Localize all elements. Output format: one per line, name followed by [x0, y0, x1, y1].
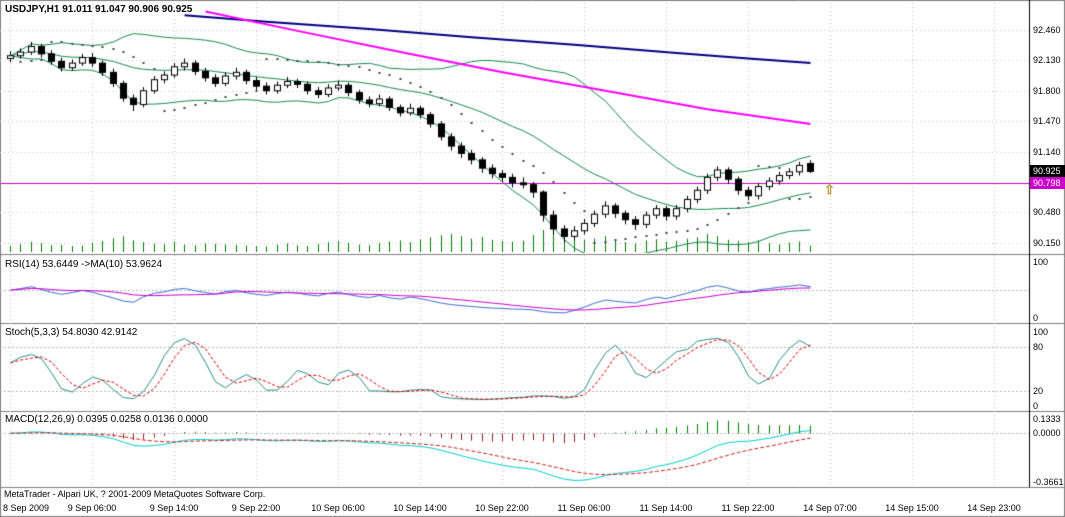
time-label: 10 Sep 06:00	[311, 503, 365, 513]
axis-label: 91.470	[1033, 116, 1061, 126]
axis-label: 0	[1033, 313, 1039, 323]
current-price-badge: 90.925	[1030, 165, 1065, 177]
axis-label: 100	[1033, 257, 1049, 267]
time-label: 10 Sep 14:00	[393, 503, 447, 513]
time-label: 14 Sep 15:00	[885, 503, 939, 513]
time-label: 11 Sep 06:00	[557, 503, 611, 513]
axis-label: 0.1333	[1033, 414, 1061, 424]
axis-label: 91.140	[1033, 147, 1061, 157]
axis-label: -0.3661	[1033, 477, 1064, 487]
hline-price-badge: 90.798	[1030, 177, 1065, 189]
time-label: 11 Sep 22:00	[721, 503, 775, 513]
time-label: 14 Sep 07:00	[803, 503, 857, 513]
axis-label: 92.460	[1033, 25, 1061, 35]
time-label: 10 Sep 22:00	[475, 503, 529, 513]
axis-label: 0.0000	[1033, 428, 1061, 438]
axis-label: 92.130	[1033, 55, 1061, 65]
stochastic-indicator-title: Stoch(5,3,3) 54.8030 42.9142	[5, 327, 138, 338]
chart-title: USDJPY,H1 91.011 91.047 90.906 90.925	[5, 4, 193, 15]
time-label: 8 Sep 2009	[3, 503, 50, 513]
axis-label: 90.150	[1033, 238, 1061, 248]
price-axis[interactable]: 92.460 92.130 91.800 91.470 91.140 90.480 90.1…	[1030, 0, 1065, 500]
time-label: 11 Sep 14:00	[639, 503, 693, 513]
footer-branding: MetaTrader - Alpari UK, ? 2001-2009 Meta…	[4, 489, 266, 499]
axis-label: 91.800	[1033, 86, 1061, 96]
time-label: 9 Sep 22:00	[231, 503, 281, 513]
time-axis[interactable]: 8 Sep 2009 9 Sep 06:00 9 Sep 14:00 9 Sep 22…	[0, 502, 1029, 517]
time-label: 9 Sep 06:00	[67, 503, 117, 513]
up-arrow-icon[interactable]: ⇧	[824, 182, 835, 197]
axis-label: 0	[1033, 401, 1039, 411]
axis-label: 100	[1033, 327, 1049, 337]
axis-label: 80	[1033, 342, 1044, 352]
time-label: 9 Sep 14:00	[149, 503, 199, 513]
axis-label: 90.480	[1033, 207, 1061, 217]
macd-indicator-title: MACD(12,26,9) 0.0395 0.0258 0.0136 0.000…	[5, 414, 208, 425]
time-label: 14 Sep 23:00	[967, 503, 1021, 513]
axis-label: 20	[1033, 386, 1044, 396]
rsi-indicator-title: RSI(14) 53.6449 ->MA(10) 53.9624	[5, 259, 163, 270]
